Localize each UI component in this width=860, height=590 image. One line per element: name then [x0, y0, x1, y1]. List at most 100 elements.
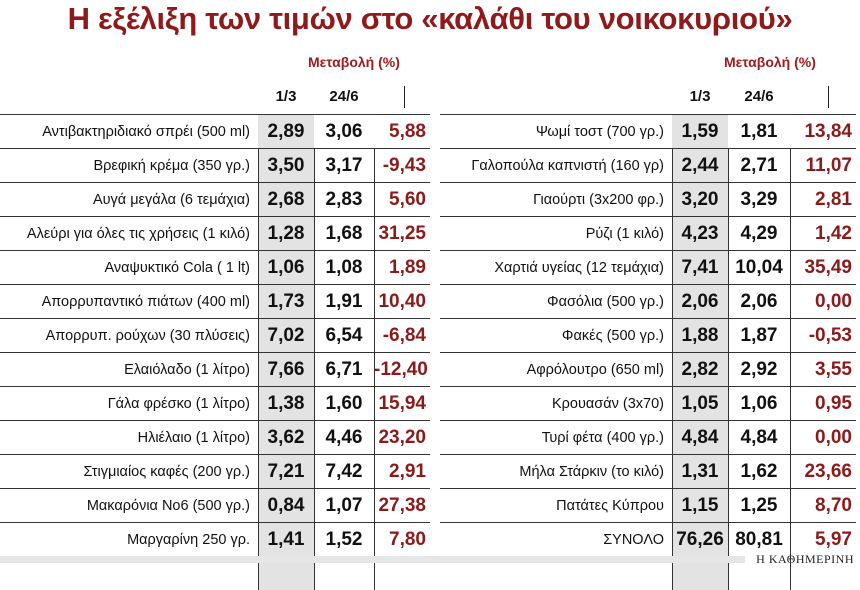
left-divider-a	[258, 148, 259, 590]
footer-bar	[0, 556, 745, 563]
item-name: Αναψυκτικό Cola ( 1 lt)	[104, 260, 250, 276]
page-title: Η εξέλιξη των τιμών στο «καλάθι του νοικ…	[67, 1, 793, 36]
price-march: 7,02	[267, 325, 305, 346]
item-name: Μήλα Στάρκιν (το κιλό)	[519, 464, 664, 480]
table-row: Αλεύρι για όλες τις χρήσεις (1 κιλό) 1,28…	[0, 216, 430, 251]
change-percent: 7,80	[389, 529, 426, 550]
price-june: 7,42	[325, 461, 363, 482]
item-name: Γιαούρτι (3x200 φρ.)	[533, 192, 664, 208]
left-change-header: Μεταβολή (%)	[308, 54, 400, 70]
item-name: ΣΥΝΟΛΟ	[603, 532, 664, 548]
price-june: 4,84	[740, 427, 778, 448]
price-june: 1,91	[325, 291, 363, 312]
change-percent: 23,20	[378, 427, 426, 448]
price-june: 1,08	[325, 257, 363, 278]
item-name: Αφρόλουτρο (650 ml)	[526, 362, 664, 378]
right-divider-b	[728, 148, 729, 590]
price-june: 4,29	[740, 223, 778, 244]
price-march: 1,73	[267, 291, 305, 312]
price-march: 2,68	[267, 189, 305, 210]
price-june: 1,25	[740, 495, 778, 516]
price-march: 4,84	[681, 427, 719, 448]
price-march: 1,41	[267, 529, 305, 550]
table-row: Απορρυπαντικό πιάτων (400 ml) 1,73 1,91 10,…	[0, 284, 430, 319]
table-row: Μακαρόνια Νο6 (500 γρ.) 0,84 1,07 27,38	[0, 488, 430, 523]
table-row: Γιαούρτι (3x200 φρ.) 3,20 3,29 2,81	[440, 182, 856, 217]
price-march: 7,41	[681, 257, 719, 278]
table-row: Φασόλια (500 γρ.) 2,06 2,06 0,00	[440, 284, 856, 319]
item-name: Αντιβακτηριδιακό σπρέι (500 ml)	[42, 124, 250, 140]
table-row: Μήλα Στάρκιν (το κιλό) 1,31 1,62 23,66	[440, 454, 856, 489]
change-percent: 0,00	[815, 427, 852, 448]
table-row: Τυρί φέτα (400 γρ.) 4,84 4,84 0,00	[440, 420, 856, 455]
change-percent: 5,60	[389, 189, 426, 210]
table-row: Ψωμί τοστ (700 γρ.) 1,59 1,81 13,84	[440, 114, 856, 149]
price-june: 1,07	[325, 495, 363, 516]
price-june: 1,81	[740, 121, 778, 142]
price-march: 1,88	[681, 325, 719, 346]
table-row: Αναψυκτικό Cola ( 1 lt) 1,06 1,08 1,89	[0, 250, 430, 285]
item-name: Απορρυπ. ρούχων (30 πλύσεις)	[45, 328, 250, 344]
change-percent: 1,42	[815, 223, 852, 244]
price-june: 6,54	[325, 325, 363, 346]
right-divider-c	[790, 148, 791, 590]
change-percent: 5,97	[815, 529, 852, 550]
item-name: Γαλοπούλα καπνιστή (160 γρ)	[471, 158, 664, 174]
table-row: Γάλα φρέσκο (1 λίτρο) 1,38 1,60 15,94	[0, 386, 430, 421]
price-june: 3,29	[740, 189, 778, 210]
table-row: Βρεφική κρέμα (350 γρ.) 3,50 3,17 -9,43	[0, 148, 430, 183]
item-name: Πατάτες Κύπρου	[556, 498, 664, 514]
change-percent: 2,81	[815, 189, 852, 210]
change-percent: 15,94	[378, 393, 426, 414]
price-june: 1,60	[325, 393, 363, 414]
price-june: 10,04	[735, 257, 783, 278]
price-june: 2,71	[740, 155, 778, 176]
price-march: 76,26	[676, 529, 724, 550]
item-name: Αυγά μεγάλα (6 τεμάχια)	[92, 192, 250, 208]
price-march: 1,28	[267, 223, 305, 244]
change-percent: 35,49	[804, 257, 852, 278]
price-march: 3,62	[267, 427, 305, 448]
left-col1-header: 1/3	[275, 88, 297, 105]
right-col2-header: 24/6	[744, 88, 774, 105]
price-march: 7,66	[267, 359, 305, 380]
table-row: Γαλοπούλα καπνιστή (160 γρ) 2,44 2,71 11,07	[440, 148, 856, 183]
item-name: Φασόλια (500 γρ.)	[547, 294, 664, 310]
item-name: Ηλιέλαιο (1 λίτρο)	[137, 430, 250, 446]
item-name: Αλεύρι για όλες τις χρήσεις (1 κιλό)	[26, 226, 250, 242]
price-june: 2,83	[325, 189, 363, 210]
price-june: 2,92	[740, 359, 778, 380]
change-percent: 8,70	[815, 495, 852, 516]
table-row: Ελαιόλαδο (1 λίτρο) 7,66 6,71 -12,40	[0, 352, 430, 387]
table-row: ΣΥΝΟΛΟ 76,26 80,81 5,97	[440, 522, 856, 557]
price-june: 1,52	[325, 529, 363, 550]
table-row: Πατάτες Κύπρου 1,15 1,25 8,70	[440, 488, 856, 523]
price-march: 1,59	[681, 121, 719, 142]
right-change-header: Μεταβολή (%)	[724, 54, 816, 70]
item-name: Μαργαρίνη 250 γρ.	[127, 532, 250, 548]
item-name: Βρεφική κρέμα (350 γρ.)	[93, 158, 250, 174]
table-row: Στιγμιαίος καφές (200 γρ.) 7,21 7,42 2,91	[0, 454, 430, 489]
price-june: 1,06	[740, 393, 778, 414]
table-row: Φακές (500 γρ.) 1,88 1,87 -0,53	[440, 318, 856, 353]
change-percent: 27,38	[378, 495, 426, 516]
change-percent: 10,40	[378, 291, 426, 312]
item-name: Φακές (500 γρ.)	[561, 328, 664, 344]
table-row: Ηλιέλαιο (1 λίτρο) 3,62 4,46 23,20	[0, 420, 430, 455]
change-percent: 3,55	[815, 359, 852, 380]
table-row: Χαρτιά υγείας (12 τεμάχια) 7,41 10,04 35,49	[440, 250, 856, 285]
table-row: Απορρυπ. ρούχων (30 πλύσεις) 7,02 6,54 -6,8…	[0, 318, 430, 353]
item-name: Τυρί φέτα (400 γρ.)	[541, 430, 664, 446]
item-name: Γάλα φρέσκο (1 λίτρο)	[107, 396, 250, 412]
change-percent: 0,95	[815, 393, 852, 414]
price-march: 2,82	[681, 359, 719, 380]
price-june: 1,62	[740, 461, 778, 482]
left-divider-b	[314, 148, 315, 590]
price-june: 2,06	[740, 291, 778, 312]
price-june: 1,68	[325, 223, 363, 244]
change-percent: 2,91	[389, 461, 426, 482]
table-row: Ρύζι (1 κιλό) 4,23 4,29 1,42	[440, 216, 856, 251]
left-change-tick	[382, 86, 405, 108]
price-march: 1,31	[681, 461, 719, 482]
publisher-logo: Η ΚΑΘΗΜΕΡΙΝΗ	[756, 552, 854, 566]
